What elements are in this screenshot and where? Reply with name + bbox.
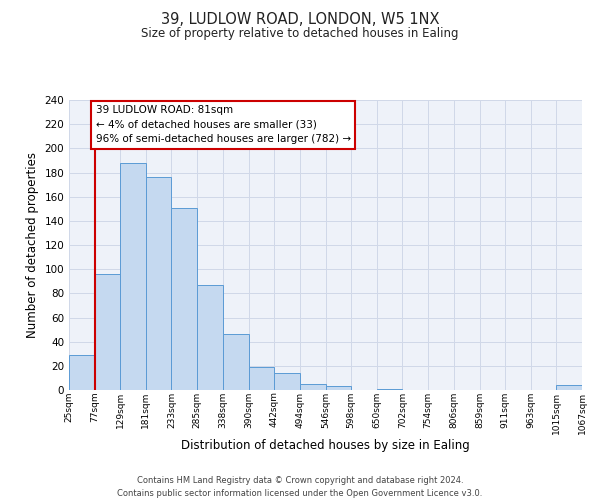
Bar [274,373,300,390]
Bar [197,285,223,390]
Text: Contains HM Land Registry data © Crown copyright and database right 2024.
Contai: Contains HM Land Registry data © Crown c… [118,476,482,498]
Bar [95,274,120,390]
Bar [325,386,351,390]
Bar [248,367,274,390]
Text: 39, LUDLOW ROAD, LONDON, W5 1NX: 39, LUDLOW ROAD, LONDON, W5 1NX [161,12,439,28]
Bar [146,178,172,390]
Bar [120,163,146,390]
X-axis label: Distribution of detached houses by size in Ealing: Distribution of detached houses by size … [181,439,470,452]
Bar [556,385,582,390]
Y-axis label: Number of detached properties: Number of detached properties [26,152,39,338]
Text: 39 LUDLOW ROAD: 81sqm
← 4% of detached houses are smaller (33)
96% of semi-detac: 39 LUDLOW ROAD: 81sqm ← 4% of detached h… [95,105,351,144]
Bar [300,384,325,390]
Bar [223,334,248,390]
Bar [69,355,95,390]
Text: Size of property relative to detached houses in Ealing: Size of property relative to detached ho… [141,28,459,40]
Bar [172,208,197,390]
Bar [377,389,403,390]
